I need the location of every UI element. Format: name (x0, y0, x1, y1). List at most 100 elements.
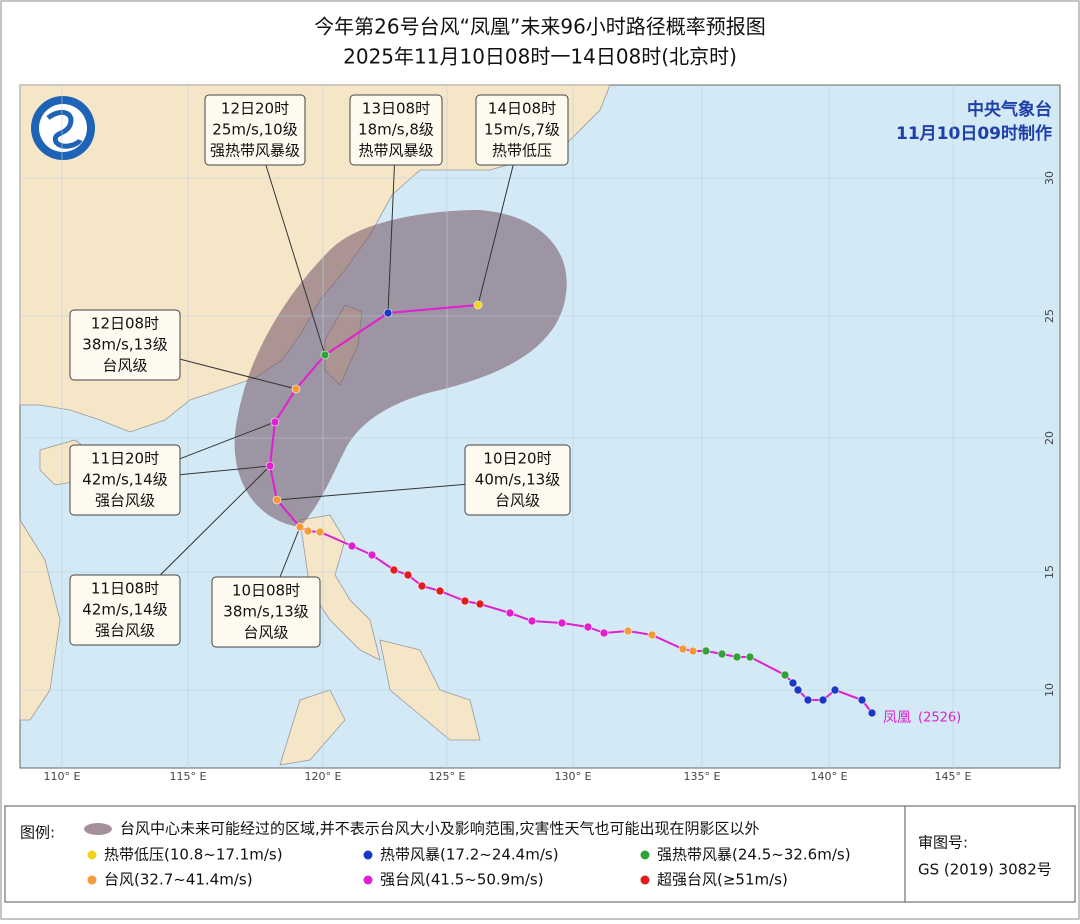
latitude-label: 10 (1043, 683, 1056, 697)
track-point (270, 417, 280, 427)
legend: 图例: 台风中心未来可能经过的区域,并不表示台风大小及影响范围,灾害性天气也可能… (4, 805, 1076, 903)
legend-frame (4, 805, 1076, 903)
track-point (403, 570, 413, 580)
track-point (678, 644, 688, 654)
track-point (780, 670, 790, 680)
logo (31, 96, 95, 160)
probability-cone (234, 210, 567, 527)
track-point (818, 695, 828, 705)
latitude-label: 15 (1043, 565, 1056, 579)
callout-level: 台风级 (495, 492, 540, 510)
track-point (599, 628, 609, 638)
track-point (295, 522, 305, 532)
legend-swatch (87, 850, 97, 860)
track-point (688, 646, 698, 656)
callout-box (69, 309, 181, 381)
track-point (473, 300, 483, 310)
track-point (291, 384, 301, 394)
longitude-label: 125° E (429, 770, 466, 783)
latitude-label: 25 (1043, 309, 1056, 323)
track-point (320, 350, 330, 360)
longitude-label: 120° E (305, 770, 342, 783)
track-point (435, 586, 445, 596)
approval-number: GS (2019) 3082号 (918, 861, 1052, 879)
legend-cone-text: 台风中心未来可能经过的区域,并不表示台风大小及影响范围,灾害性天气也可能出现在阴… (120, 820, 760, 838)
longitude-label: 140° E (811, 770, 848, 783)
legend-swatch (640, 875, 650, 885)
track-point (475, 599, 485, 609)
track-point (272, 495, 282, 505)
legend-category: 强热带风暴(24.5~32.6m/s) (657, 846, 851, 864)
legend-swatch (363, 875, 373, 885)
track-point (505, 608, 515, 618)
callout-box (464, 444, 571, 516)
track-point (745, 652, 755, 662)
callout-level: 强台风级 (95, 492, 155, 510)
callout-time: 11日20时 (91, 450, 159, 468)
title-line-2: 2025年11月10日08时一14日08时(北京时) (343, 45, 737, 69)
visayas (279, 639, 481, 766)
title-line-1: 今年第26号台风“凤凰”未来96小时路径概率预报图 (314, 15, 766, 39)
agency-issued: 11月10日09时制作 (896, 123, 1052, 144)
callout-box (475, 94, 569, 166)
track-point (347, 541, 357, 551)
track-point (717, 649, 727, 659)
callout-wind: 42m/s,14级 (82, 471, 167, 489)
track-point (583, 622, 593, 632)
callout-level: 热带低压 (492, 142, 552, 160)
forecast-track (268, 304, 479, 528)
callout-wind: 38m/s,13级 (82, 336, 167, 354)
track-point (383, 308, 393, 318)
track-point (557, 618, 567, 628)
track-point (857, 695, 867, 705)
callout-level: 台风级 (102, 357, 147, 375)
longitude-label: 110° E (44, 770, 81, 783)
track-point (793, 685, 803, 695)
callout-level: 强热带风暴级 (210, 142, 300, 160)
track-point (867, 708, 877, 718)
callout-wind: 38m/s,13级 (223, 603, 308, 621)
callout-time: 10日08时 (232, 582, 300, 600)
legend-category: 热带风暴(17.2~24.4m/s) (380, 846, 559, 864)
longitude-label: 145° E (935, 770, 972, 783)
longitude-label: 115° E (170, 770, 207, 783)
track-point (367, 550, 377, 560)
latitude-label: 20 (1043, 431, 1056, 445)
callout-wind: 40m/s,13级 (475, 471, 560, 489)
legend-category: 超强台风(≥51m/s) (657, 871, 788, 889)
track-point (701, 646, 711, 656)
callout-time: 13日08时 (362, 100, 430, 118)
legend-title: 图例: (20, 824, 55, 842)
callout-level: 热带风暴级 (358, 142, 433, 160)
legend-category: 强台风(41.5~50.9m/s) (380, 871, 544, 889)
longitude-label: 135° E (684, 770, 721, 783)
approval-label: 审图号: (918, 834, 968, 852)
track-point (788, 678, 798, 688)
legend-cone-swatch (84, 823, 112, 835)
legend-swatch (640, 850, 650, 860)
callout-box (69, 444, 181, 516)
track-point (460, 596, 470, 606)
callout-time: 10日20时 (483, 450, 551, 468)
legend-category: 热带低压(10.8~17.1m/s) (104, 846, 283, 864)
track-point (830, 685, 840, 695)
callout-time: 14日08时 (488, 100, 556, 118)
storm-number: (2526) (918, 711, 961, 726)
longitude-label: 130° E (555, 770, 592, 783)
callout-level: 台风级 (243, 624, 288, 642)
callout-box (204, 94, 306, 166)
agency-name: 中央气象台 (967, 99, 1052, 120)
callout-time: 12日20时 (221, 100, 289, 118)
map: 中央气象台 11月10日09时制作 凤凰 (2526) 30 25 20 15 10 12… (19, 84, 1061, 769)
callout-box (349, 94, 443, 166)
callout-wind: 15m/s,7级 (484, 121, 560, 139)
legend-swatch (87, 875, 97, 885)
